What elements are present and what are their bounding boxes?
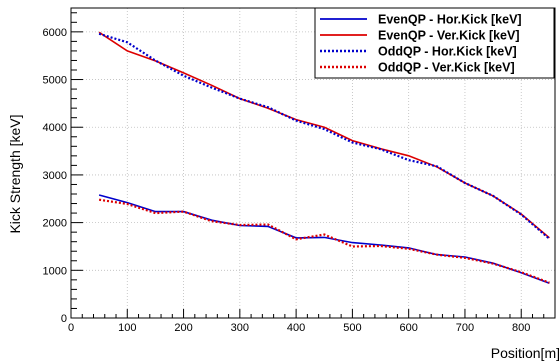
series-line-evenqp-hor-kick-kev xyxy=(98,194,550,284)
y-tick-label: 3000 xyxy=(43,170,67,182)
legend-label: OddQP - Hor.Kick [keV] xyxy=(378,45,517,59)
series-line-evenqp-ver-kick-kev xyxy=(98,31,550,239)
legend-entries: EvenQP - Hor.Kick [keV] EvenQP - Ver.Kick… xyxy=(320,13,522,75)
x-tick-label: 500 xyxy=(343,322,361,334)
x-tick-label: 200 xyxy=(174,322,192,334)
y-axis-title: Kick Strength [keV] xyxy=(7,114,23,233)
x-tick-label: 800 xyxy=(512,322,530,334)
legend-label: EvenQP - Hor.Kick [keV] xyxy=(378,13,522,27)
axis-ticks xyxy=(70,12,556,319)
legend: EvenQP - Hor.Kick [keV] EvenQP - Ver.Kick… xyxy=(314,7,555,79)
y-tick-label: 5000 xyxy=(43,75,67,87)
series-line-oddqp-hor-kick-kev xyxy=(98,32,551,240)
legend-label: EvenQP - Ver.Kick [keV] xyxy=(378,29,520,43)
x-tick-label: 600 xyxy=(399,322,417,334)
x-tick-label: 0 xyxy=(68,322,74,334)
series-lines xyxy=(98,31,551,284)
y-tick-label: 6000 xyxy=(43,27,67,39)
x-tick-label: 100 xyxy=(118,322,136,334)
tick-labels: 0 100 200 300 400 500 600 700 800 0 1000 2000 3000 40… xyxy=(43,27,531,334)
legend-label: OddQP - Ver.Kick [keV] xyxy=(378,61,515,75)
x-tick-label: 400 xyxy=(287,322,305,334)
y-tick-label: 2000 xyxy=(43,218,67,230)
y-tick-label: 1000 xyxy=(43,265,67,277)
plot-frame xyxy=(70,7,556,319)
x-axis-title: Position[m] xyxy=(491,345,560,361)
series-line-oddqp-ver-kick-kev xyxy=(98,198,550,284)
x-tick-label: 300 xyxy=(231,322,249,334)
y-tick-label: 0 xyxy=(61,313,67,325)
x-tick-label: 700 xyxy=(456,322,474,334)
y-tick-label: 4000 xyxy=(43,122,67,134)
